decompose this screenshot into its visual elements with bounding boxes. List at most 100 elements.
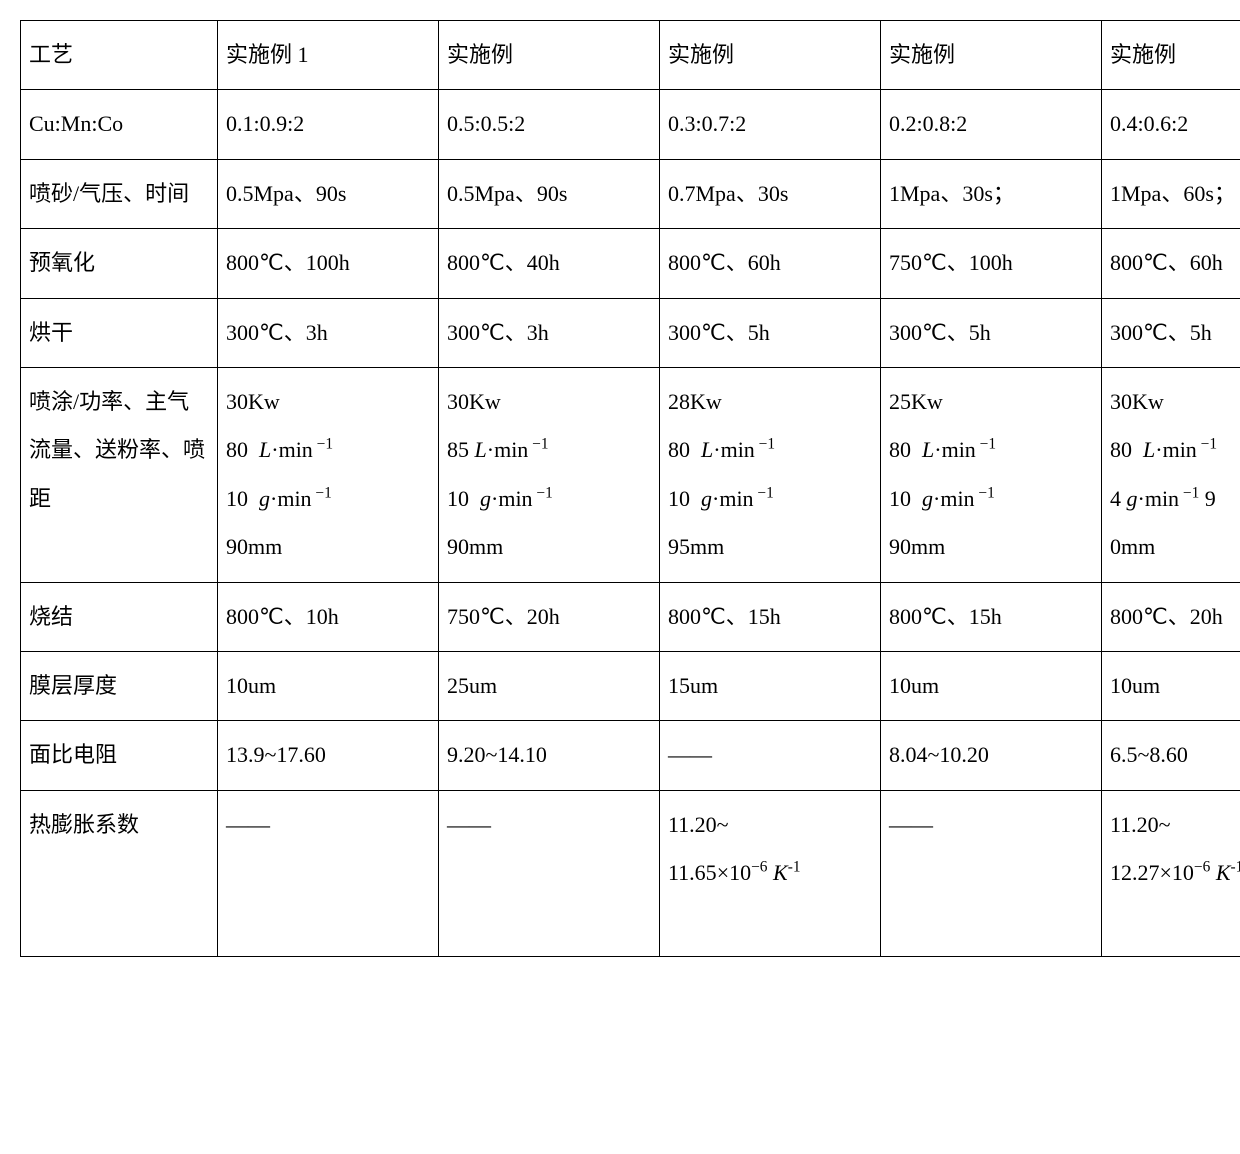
- spray-feed: 10: [226, 486, 248, 511]
- table-row: Cu:Mn:Co 0.1:0.9:2 0.5:0.5:2 0.3:0.7:2 0…: [21, 90, 1240, 159]
- spray-gas: 80: [668, 437, 690, 462]
- row-label: 烧结: [21, 582, 218, 651]
- row-label: 喷砂/气压、时间: [21, 159, 218, 228]
- spray-power: 28Kw: [668, 389, 722, 414]
- spray-gas: 80: [1110, 437, 1132, 462]
- cte-exp: ×10: [1160, 860, 1194, 885]
- cell: 300℃、5h: [1102, 298, 1240, 367]
- spray-dist: 90mm: [226, 534, 282, 559]
- cell: 6.5~8.60: [1102, 721, 1240, 790]
- table-row: 面比电阻 13.9~17.60 9.20~14.10 —— 8.04~10.20…: [21, 721, 1240, 790]
- unit-feed: g·min −1: [1121, 486, 1199, 511]
- cell: ——: [660, 721, 881, 790]
- unit-feed: g·min −1: [690, 486, 774, 511]
- cte-ksup: -1: [788, 859, 801, 876]
- cell: 10um: [218, 651, 439, 720]
- spray-gas: 80: [226, 437, 248, 462]
- cell: 300℃、3h: [218, 298, 439, 367]
- cell: ——: [439, 790, 660, 956]
- cell: 0.5Mpa、90s: [439, 159, 660, 228]
- cell-spray: 30Kw 80 L·min −1 10 g·min −1 90mm: [218, 367, 439, 582]
- unit-gas: L·min −1: [248, 437, 333, 462]
- cell: 800℃、60h: [660, 229, 881, 298]
- table-row: 烧结 800℃、10h 750℃、20h 800℃、15h 800℃、15h 8…: [21, 582, 1240, 651]
- spray-gas: 85: [447, 437, 469, 462]
- unit-gas: L·min −1: [1132, 437, 1217, 462]
- cell: 300℃、5h: [660, 298, 881, 367]
- header-ex4: 实施例: [881, 21, 1102, 90]
- table-row: 喷砂/气压、时间 0.5Mpa、90s 0.5Mpa、90s 0.7Mpa、30…: [21, 159, 1240, 228]
- cte-sup: −6: [1194, 859, 1210, 876]
- cell: 0.7Mpa、30s: [660, 159, 881, 228]
- header-row: 工艺 实施例 1 实施例 实施例 实施例 实施例: [21, 21, 1240, 90]
- header-label: 工艺: [21, 21, 218, 90]
- table-row-spray: 喷涂/功率、主气流量、送粉率、喷距 30Kw 80 L·min −1 10 g·…: [21, 367, 1240, 582]
- header-ex2: 实施例: [439, 21, 660, 90]
- cell: 13.9~17.60: [218, 721, 439, 790]
- cell: 800℃、60h: [1102, 229, 1240, 298]
- cte-lo: 11.20~: [668, 812, 729, 837]
- unit-feed: g·min −1: [911, 486, 995, 511]
- cell: 800℃、15h: [660, 582, 881, 651]
- process-parameters-table: 工艺 实施例 1 实施例 实施例 实施例 实施例 Cu:Mn:Co 0.1:0.…: [20, 20, 1240, 957]
- header-ex5: 实施例: [1102, 21, 1240, 90]
- header-ex1: 实施例 1: [218, 21, 439, 90]
- spray-power: 30Kw: [226, 389, 280, 414]
- cell-spray: 30Kw 85 L·min −1 10 g·min −1 90mm: [439, 367, 660, 582]
- cte-hi: 12.27: [1110, 860, 1160, 885]
- cell: 1Mpa、60s；: [1102, 159, 1240, 228]
- cell: 0.3:0.7:2: [660, 90, 881, 159]
- cell: 0.5Mpa、90s: [218, 159, 439, 228]
- spray-dist: 95mm: [668, 534, 724, 559]
- cell: ——: [881, 790, 1102, 956]
- cell: 1Mpa、30s；: [881, 159, 1102, 228]
- cte-sup: −6: [751, 859, 767, 876]
- cell: 10um: [1102, 651, 1240, 720]
- cell: 0.5:0.5:2: [439, 90, 660, 159]
- cte-ksup: -1: [1231, 859, 1240, 876]
- cell: 800℃、15h: [881, 582, 1102, 651]
- cte-lo: 11.20~: [1110, 812, 1171, 837]
- row-label: Cu:Mn:Co: [21, 90, 218, 159]
- cell: 8.04~10.20: [881, 721, 1102, 790]
- cte-hi: 11.65: [668, 860, 717, 885]
- cell: 800℃、10h: [218, 582, 439, 651]
- cell: ——: [218, 790, 439, 956]
- cell: 0.4:0.6:2: [1102, 90, 1240, 159]
- cell-cte: 11.20~ 12.27×10−6 K-1: [1102, 790, 1240, 956]
- row-label: 预氧化: [21, 229, 218, 298]
- unit-feed: g·min −1: [248, 486, 332, 511]
- unit-gas: L·min −1: [690, 437, 775, 462]
- cell-spray: 25Kw 80 L·min −1 10 g·min −1 90mm: [881, 367, 1102, 582]
- unit-gas: L·min −1: [911, 437, 996, 462]
- unit-gas: L·min −1: [469, 437, 549, 462]
- cell-cte: 11.20~ 11.65×10−6 K-1: [660, 790, 881, 956]
- spray-power: 30Kw: [1110, 389, 1164, 414]
- unit-feed: g·min −1: [469, 486, 553, 511]
- cell: 800℃、100h: [218, 229, 439, 298]
- cell-spray: 28Kw 80 L·min −1 10 g·min −1 95mm: [660, 367, 881, 582]
- cell: 750℃、20h: [439, 582, 660, 651]
- spray-power: 30Kw: [447, 389, 501, 414]
- row-label: 膜层厚度: [21, 651, 218, 720]
- header-ex3: 实施例: [660, 21, 881, 90]
- table-row: 热膨胀系数 —— —— 11.20~ 11.65×10−6 K-1 —— 11.…: [21, 790, 1240, 956]
- table-row: 膜层厚度 10um 25um 15um 10um 10um: [21, 651, 1240, 720]
- row-label: 烘干: [21, 298, 218, 367]
- cell: 300℃、3h: [439, 298, 660, 367]
- cell-spray: 30Kw 80 L·min −1 4 g·min −1 90mm: [1102, 367, 1240, 582]
- table-row: 烘干 300℃、3h 300℃、3h 300℃、5h 300℃、5h 300℃、…: [21, 298, 1240, 367]
- row-label: 热膨胀系数: [21, 790, 218, 956]
- cell: 800℃、40h: [439, 229, 660, 298]
- cell: 300℃、5h: [881, 298, 1102, 367]
- spray-feed: 10: [668, 486, 690, 511]
- cell: 0.2:0.8:2: [881, 90, 1102, 159]
- spray-power: 25Kw: [889, 389, 943, 414]
- cte-exp: ×10: [717, 860, 751, 885]
- cell: 25um: [439, 651, 660, 720]
- spray-dist: 90mm: [889, 534, 945, 559]
- cell: 9.20~14.10: [439, 721, 660, 790]
- cell: 800℃、20h: [1102, 582, 1240, 651]
- spray-dist: 90mm: [447, 534, 503, 559]
- spray-feed: 10: [447, 486, 469, 511]
